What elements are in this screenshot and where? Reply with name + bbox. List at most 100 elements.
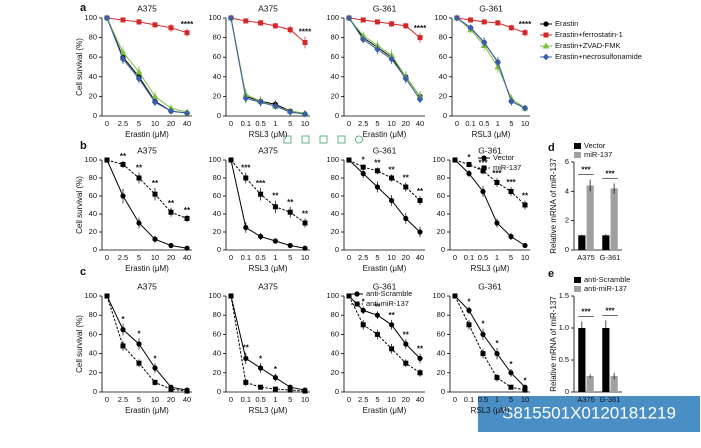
marker [508,25,514,31]
y-tick-label: 60 [439,52,447,61]
marker [417,370,423,376]
y-tick-label: 60 [437,191,445,200]
x-tick-label: 0 [105,395,109,404]
x-tick-label: 0 [453,253,457,262]
legend-label: anti-miR-137 [366,299,409,308]
x-tick-label: 10 [151,395,159,404]
toolbar-icon [283,135,292,144]
legend-label: miR-137 [493,163,521,172]
y-tick-label: 80 [439,33,447,42]
x-tick-label: 10 [521,395,529,404]
marker [354,291,360,297]
y-tick-label: 0 [93,111,97,120]
chart-title: A375 [137,281,157,291]
y-tick-label: 20 [213,227,221,236]
x-tick-label: 40 [183,119,191,128]
y-tick-label: 100 [208,155,221,164]
marker [168,242,174,249]
marker [272,238,278,244]
marker [120,17,126,23]
marker [480,331,486,337]
marker [152,22,158,28]
bar [578,235,586,250]
x-tick-label: A375 [577,395,595,404]
series-line [454,295,526,388]
significance: * [467,298,471,307]
marker [104,293,110,299]
significance: ** [388,311,395,320]
bar [602,328,610,392]
legend-label: Vector [584,141,606,150]
x-tick-label: 1 [273,395,277,404]
marker [389,346,395,352]
marker [522,242,528,249]
significance: *** [256,179,266,188]
marker [243,175,249,181]
marker [508,370,514,376]
marker [360,170,366,177]
marker [374,331,380,337]
legend-label: anti-Scramble [366,289,412,298]
x-tick-label: 0 [229,253,233,262]
significance: *** [241,164,251,173]
x-axis-label: Erastin (μM) [363,406,407,415]
y-tick-label: 80 [213,33,221,42]
series-line [230,17,306,43]
x-tick-label: 10 [151,119,159,128]
y-tick-label: 80 [437,173,445,182]
significance: **** [519,20,532,29]
toolbar-icon [355,135,363,144]
marker [403,360,409,366]
x-tick-label: 10 [301,253,309,262]
y-tick-label: 40 [89,349,97,358]
marker [543,32,549,38]
marker [302,40,308,45]
marker [417,35,423,41]
x-tick-label: 10 [151,253,159,262]
x-tick-label: A375 [577,253,595,262]
marker [481,155,487,161]
y-tick-label: 40 [89,72,97,81]
y-tick-label: 100 [432,155,445,164]
marker [167,107,175,115]
marker [272,204,278,210]
x-tick-label: 40 [416,253,424,262]
marker [184,388,190,394]
y-tick-label: 40 [331,349,339,358]
significance: *** [581,166,591,175]
x-tick-label: 5 [509,119,513,128]
marker [466,162,472,167]
marker [243,355,249,361]
marker [287,108,294,116]
marker [152,191,158,197]
marker [136,220,142,226]
marker [258,20,264,26]
x-tick-label: 10 [521,119,529,128]
marker [389,197,395,204]
x-tick-label: 20 [402,119,410,128]
x-tick-label: 5 [137,119,141,128]
marker [258,365,264,371]
marker [453,14,461,22]
significance: **** [181,20,194,29]
marker [120,327,126,333]
marker [243,224,249,231]
y-tick-label: 60 [89,52,97,61]
x-tick-label: 1 [496,119,500,128]
y-tick-label: 100 [84,13,97,22]
x-tick-label: 20 [167,253,175,262]
series-line [106,17,188,114]
bar [602,235,610,250]
x-tick-label: 2.5 [358,253,368,262]
x-tick-label: 0 [347,253,351,262]
marker [287,242,293,249]
marker [136,360,142,366]
chart-title: A375 [137,145,157,155]
significance: ** [417,345,424,354]
significance: * [495,339,499,348]
y-tick-label: 0 [565,245,569,254]
y-tick-label: 20 [439,91,447,100]
x-tick-label: 0 [453,395,457,404]
series-line [348,17,421,100]
x-tick-label: G-361 [600,253,621,262]
